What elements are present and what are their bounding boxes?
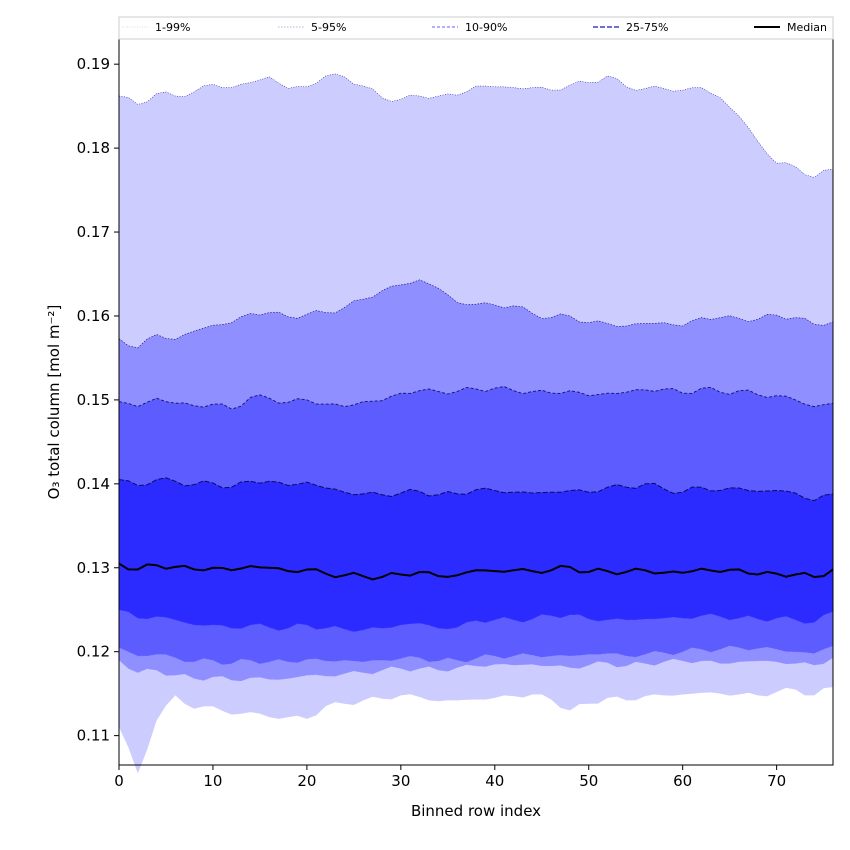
y-tick-label: 0.19: [77, 55, 110, 73]
legend-label: Median: [787, 21, 827, 34]
legend-item: 1-99%: [122, 21, 190, 34]
y-tick-label: 0.16: [77, 307, 110, 325]
x-tick-label: 60: [673, 772, 692, 790]
x-tick-label: 30: [391, 772, 410, 790]
y-tick-label: 0.17: [77, 223, 110, 241]
legend-label: 1-99%: [155, 21, 190, 34]
x-tick-label: 50: [579, 772, 598, 790]
x-tick-label: 0: [114, 772, 124, 790]
line-median: [118, 562, 834, 581]
percentile-lines: [118, 73, 834, 682]
legend-label: 5-95%: [311, 21, 346, 34]
legend-item: 10-90%: [432, 21, 507, 34]
line-p5: [118, 657, 834, 682]
line-p25: [118, 609, 834, 632]
legend: 1-99% 5-95% 10-90% 25-75% Median: [118, 16, 834, 40]
y-tick-label: 0.11: [77, 727, 110, 745]
line-p99: [118, 73, 834, 178]
legend-label: 10-90%: [465, 21, 507, 34]
x-axis: 0 10 20 30 40 50 60 70: [114, 765, 786, 790]
x-axis-label: Binned row index: [411, 802, 541, 820]
legend-item: 5-95%: [278, 21, 346, 34]
legend-box: [118, 16, 834, 40]
y-axis: 0.11 0.12 0.13 0.14 0.15 0.16 0.17 0.18 0.19: [77, 55, 119, 745]
percentile-bands: [119, 73, 833, 774]
line-p95: [118, 279, 834, 349]
x-tick-label: 20: [297, 772, 316, 790]
legend-item: 25-75%: [593, 21, 668, 34]
y-tick-label: 0.12: [77, 643, 110, 661]
line-p90: [118, 386, 834, 410]
band-25-75: [119, 477, 833, 632]
y-tick-label: 0.15: [77, 391, 110, 409]
x-tick-label: 70: [767, 772, 786, 790]
x-tick-label: 40: [485, 772, 504, 790]
y-tick-label: 0.18: [77, 139, 110, 157]
x-tick-label: 10: [203, 772, 222, 790]
legend-item: Median: [754, 21, 827, 34]
y-tick-label: 0.13: [77, 559, 110, 577]
y-axis-label: O₃ total column [mol m⁻²]: [45, 305, 63, 500]
y-tick-label: 0.14: [77, 475, 110, 493]
legend-label: 25-75%: [626, 21, 668, 34]
line-p75: [118, 477, 834, 502]
